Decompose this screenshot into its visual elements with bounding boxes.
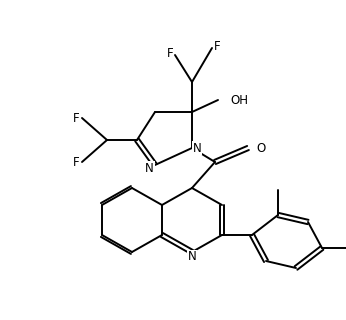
- Text: N: N: [193, 141, 202, 155]
- Text: O: O: [256, 141, 265, 155]
- Text: OH: OH: [230, 93, 248, 107]
- Text: N: N: [188, 251, 197, 263]
- Text: F: F: [72, 156, 79, 169]
- Text: F: F: [214, 39, 221, 52]
- Text: F: F: [72, 111, 79, 124]
- Text: F: F: [166, 46, 173, 60]
- Text: N: N: [145, 162, 154, 174]
